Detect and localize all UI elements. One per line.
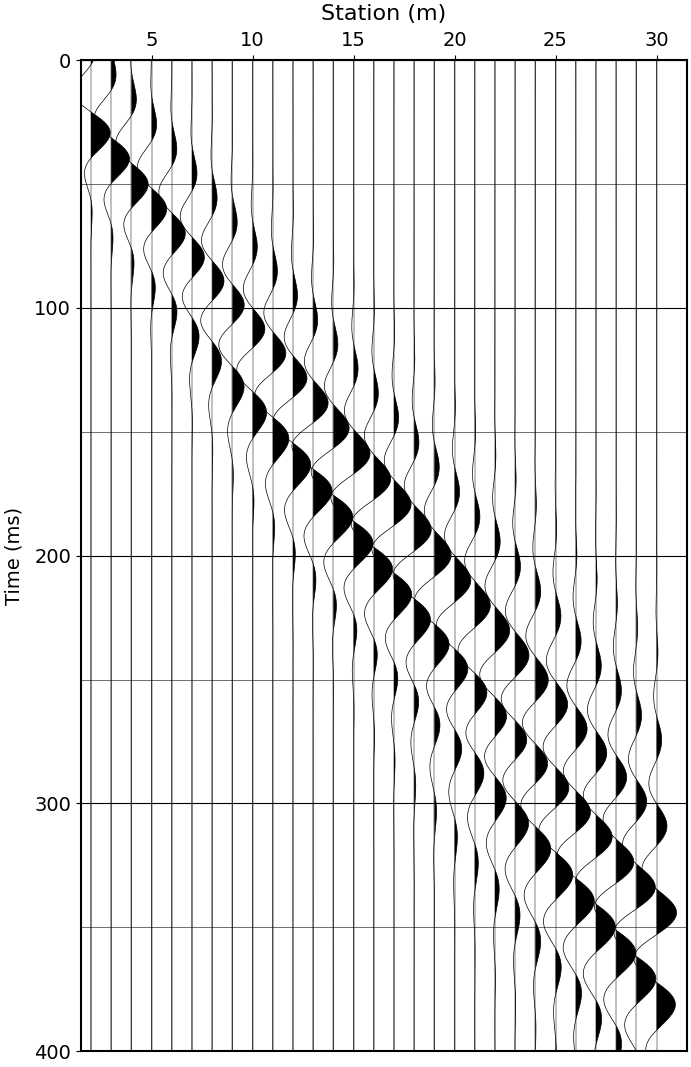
Y-axis label: Time (ms): Time (ms) (4, 507, 23, 605)
X-axis label: Station (m): Station (m) (321, 4, 446, 25)
